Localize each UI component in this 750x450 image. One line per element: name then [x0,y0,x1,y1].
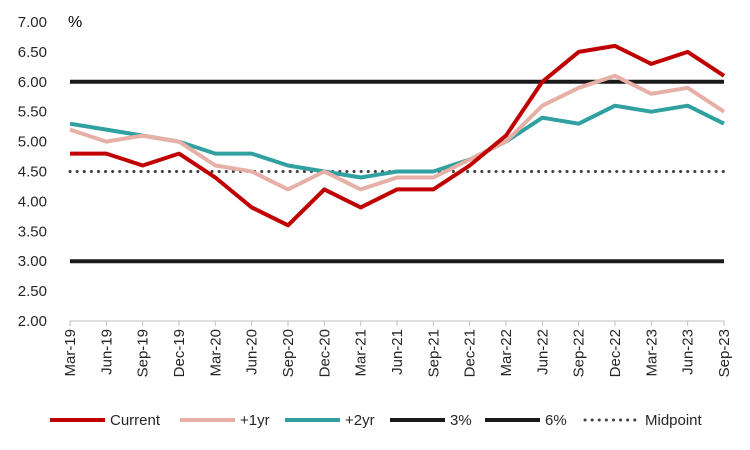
x-axis: Mar-19 Jun-19 Sep-19 Dec-19 Mar-20 Jun-20 Sep-… [62,320,733,377]
y-tick-label: 6.00 [18,74,47,91]
series-line-1yr [69,73,726,192]
y-tick-label: 5.50 [18,104,47,121]
x-tick-label: Dec-21 [462,329,479,377]
y-tick-label: 6.50 [18,44,47,61]
x-tick-label: Dec-20 [316,329,333,377]
x-tick-label: Mar-23 [643,329,660,377]
x-tick-label: Dec-19 [171,329,188,377]
y-tick-label: 2.00 [18,313,47,330]
x-tick-label: Jun-23 [680,329,697,375]
x-tick-label: Mar-20 [207,329,224,377]
legend-label: 6% [545,412,567,429]
y-tick-label: 5.00 [18,134,47,151]
legend-label: +1yr [240,412,270,429]
legend: Current +1yr +2yr 3% 6% Midpoint [50,412,703,429]
x-tick-label: Sep-20 [280,329,297,377]
legend-label: +2yr [345,412,375,429]
x-tick-label: Jun-21 [389,329,406,375]
y-tick-label: 4.50 [18,164,47,181]
x-tick-label: Jun-22 [534,329,551,375]
x-tick-label: Sep-19 [135,329,152,377]
plot-area [68,43,726,264]
x-tick-label: Dec-22 [607,329,624,377]
x-tick-label: Mar-22 [498,329,515,377]
x-tick-label: Jun-19 [98,329,115,375]
series-line-current [70,43,726,228]
x-tick-label: Sep-22 [571,329,588,377]
x-tick-label: Jun-20 [244,329,261,375]
unit-label: % [68,14,82,31]
y-tick-label: 2.50 [18,283,47,300]
legend-label: Current [110,412,161,429]
legend-label: Midpoint [645,412,703,429]
y-tick-label: 3.50 [18,223,47,240]
x-tick-label: Mar-19 [62,329,79,377]
legend-label: 3% [450,412,472,429]
y-tick-label: 3.00 [18,253,47,270]
x-tick-label: Sep-21 [425,329,442,377]
y-axis: 2.00 2.50 3.00 3.50 4.00 4.50 5.00 5.50 6.00 6.50… [18,14,47,330]
y-tick-label: 4.00 [18,193,47,210]
x-tick-label: Mar-21 [353,329,370,377]
x-tick-label: Sep-23 [716,329,733,377]
y-tick-label: 7.00 [18,14,47,31]
